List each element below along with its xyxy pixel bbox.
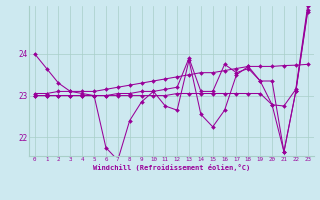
X-axis label: Windchill (Refroidissement éolien,°C): Windchill (Refroidissement éolien,°C) (92, 164, 250, 171)
